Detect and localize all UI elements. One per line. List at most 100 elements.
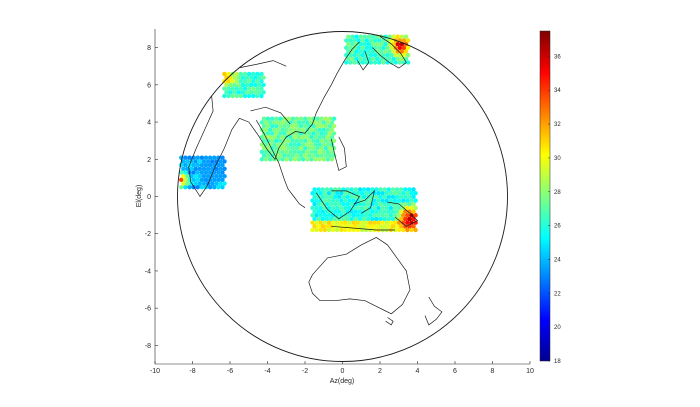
beam-cell [311,153,316,158]
beam-cell [203,155,209,160]
beam-cell [370,49,376,54]
beam-cell [395,49,401,54]
beam-cell [218,166,223,171]
y-tick-label: -8 [145,343,151,350]
beam-cell [343,227,348,233]
beam-cell [181,166,186,171]
beam-cell [317,134,322,140]
beam-cell [238,86,244,91]
beam-cell [363,213,369,218]
beam-cell [319,146,324,151]
beam-cell [255,79,260,84]
beam-cell [307,153,312,158]
beam-cell [395,41,401,47]
beam-cell [407,202,412,207]
beam-cell [388,190,394,196]
beam-cell [290,146,296,151]
beam-cell [263,149,269,155]
beam-cell [353,224,359,229]
beam-cell [351,227,356,233]
beam-cell [363,198,369,203]
beam-cell [185,181,190,186]
beam-cell [343,220,348,225]
beam-cell [345,194,350,200]
beam-cell [193,166,198,171]
beam-cell [326,213,332,218]
beam-cell [345,216,350,222]
beam-cell [335,205,340,211]
beam-cell [320,224,326,229]
beam-cell [253,75,258,80]
beam-cell [349,187,354,192]
beam-cell [372,205,377,211]
beam-cell [382,224,387,229]
beam-cell [332,202,338,207]
beam-cell [300,120,306,125]
beam-cell [216,155,221,160]
beam-cell [324,202,330,207]
beam-cell [325,149,331,155]
beam-cell [296,142,302,147]
beam-cell [265,131,271,136]
beam-cell [335,190,340,196]
beam-cell [216,177,221,183]
beam-cell [224,82,229,88]
beam-cell [232,82,237,88]
beam-cell [261,138,267,144]
beam-cell [401,45,407,50]
beam-cell [411,224,416,229]
beam-cell [364,38,370,43]
beam-cell [310,220,315,225]
beam-cell [255,93,260,99]
beam-cell [357,187,363,192]
beam-cell [272,149,277,155]
beam-cell [259,71,264,77]
beam-cell [358,34,363,39]
beam-cell [392,190,398,196]
beam-cells-layer [179,34,418,233]
y-tick-label: -6 [145,306,151,313]
beam-cell [390,194,396,200]
beam-cell [358,49,363,54]
beam-cell [201,173,207,179]
beam-region [259,116,337,162]
beam-cell [307,146,312,151]
beam-cell [253,90,258,95]
beam-cell [290,153,296,158]
beam-cell [329,149,335,155]
beam-cell [374,56,380,62]
beam-cell [349,194,354,200]
beam-cell [405,38,411,43]
beam-cell [409,198,414,203]
beam-cell [319,116,324,121]
beam-cell [179,170,184,175]
beam-cell [195,170,200,175]
beam-cell [191,177,196,183]
beam-cell [220,177,225,183]
beam-cell [391,41,396,47]
beam-cell [413,220,418,225]
beam-cell [393,52,398,58]
beam-cell [339,190,344,196]
beam-cell [378,216,383,222]
beam-cell [261,116,267,121]
beam-cell [312,194,317,200]
colorbar-tick-label: 34 [554,88,561,94]
beam-cell [276,134,281,140]
beam-cell [214,181,219,186]
beam-cell [325,134,331,140]
beam-cell [388,198,394,203]
beam-cell [207,162,213,168]
beam-cell [324,209,330,214]
beam-cell [187,184,192,190]
beam-cell [379,41,384,47]
beam-cell [259,93,264,99]
beam-cell [314,227,319,233]
x-tick-label: 2 [378,368,382,375]
beam-cell [251,93,256,99]
coastlines [182,36,443,326]
beam-cell [226,86,231,91]
beam-cell [409,227,414,233]
beam-cell [244,90,250,95]
beam-cell [222,166,227,171]
